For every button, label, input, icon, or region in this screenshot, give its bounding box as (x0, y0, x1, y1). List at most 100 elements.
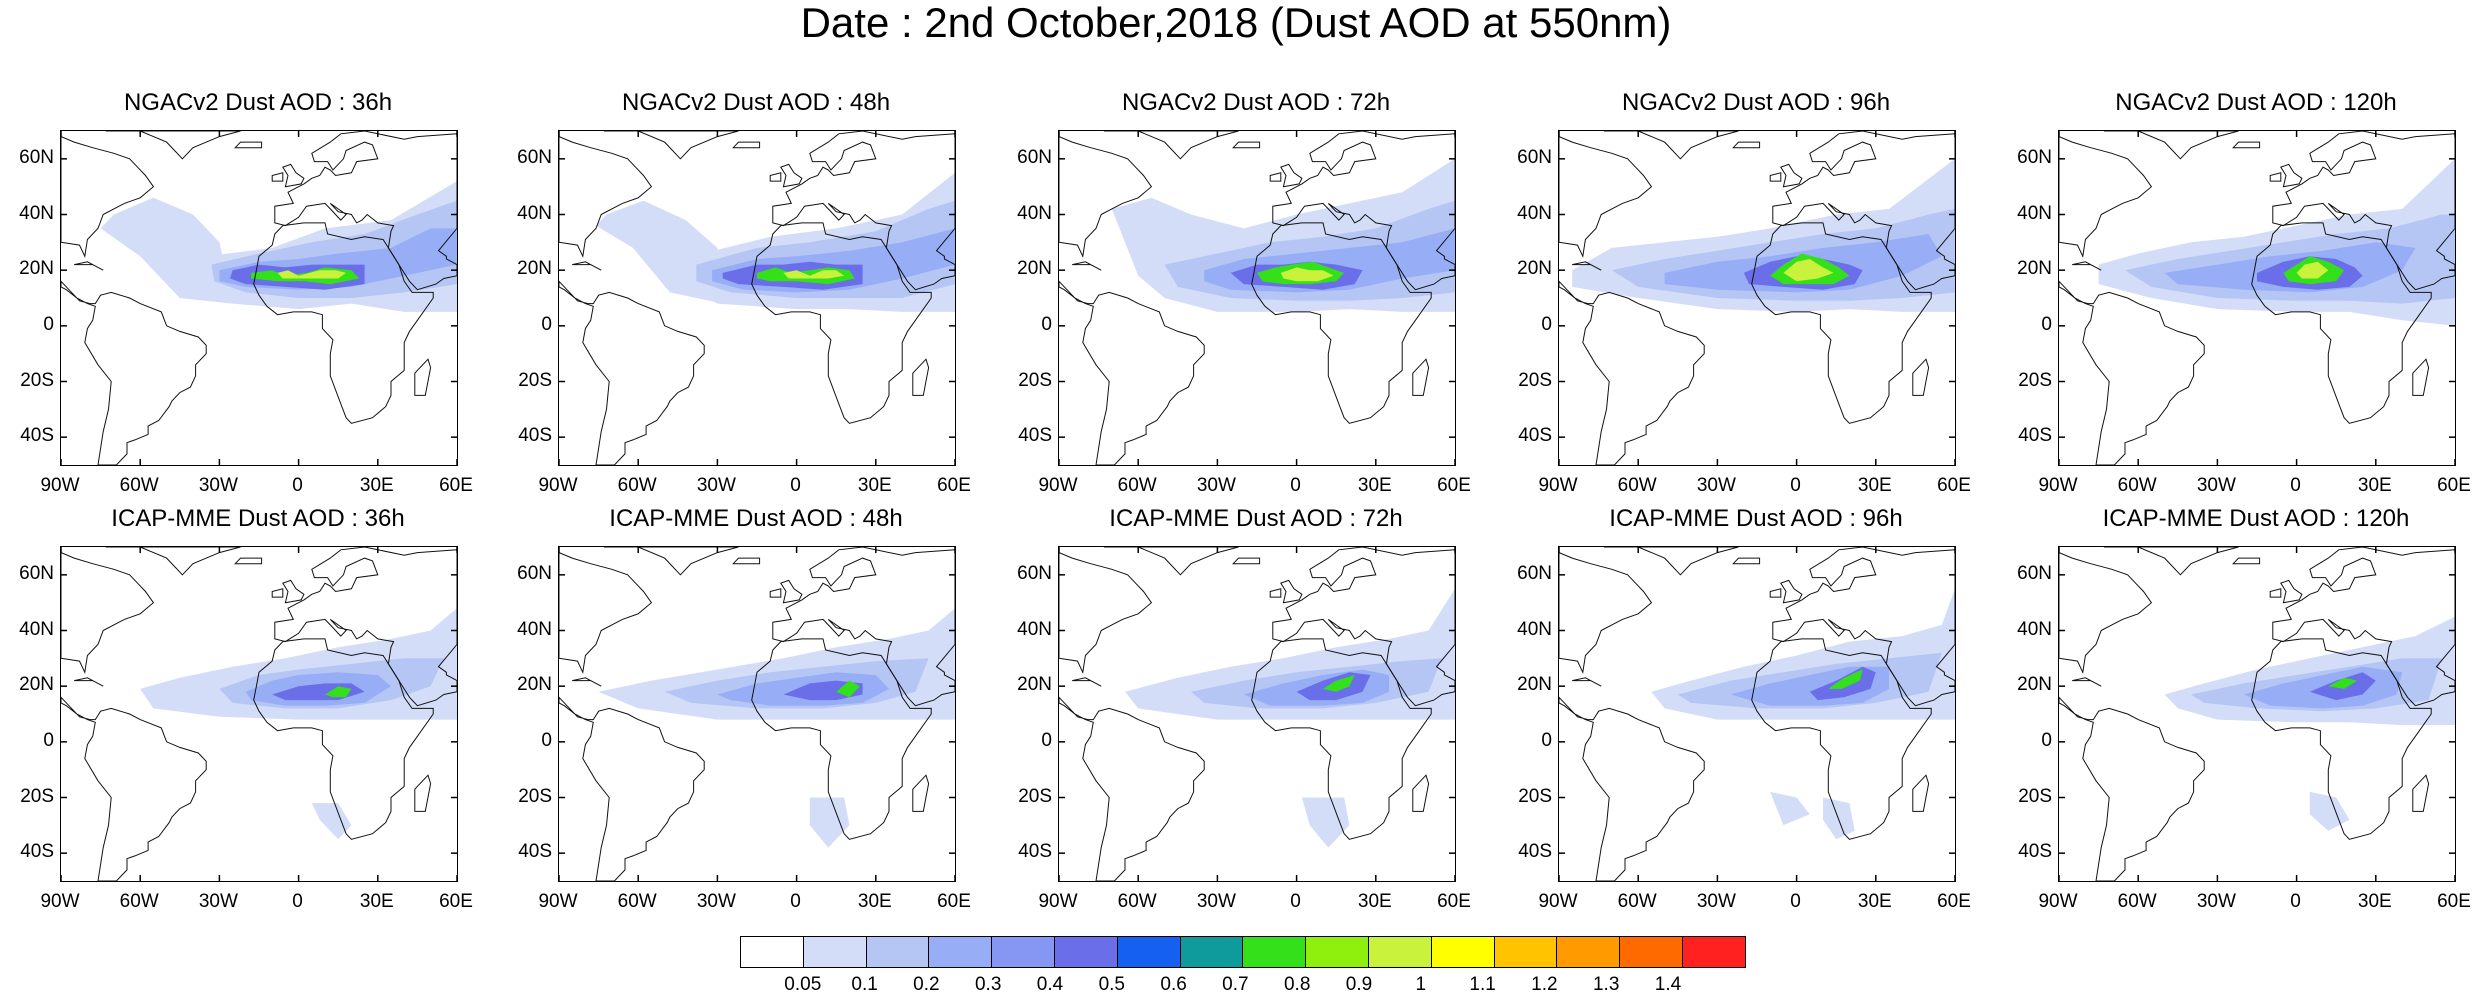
lon-tick-label: 60W (119, 475, 159, 496)
map-svg (1059, 547, 1455, 881)
lon-tick-label: 30E (1857, 475, 1892, 496)
colorbar-swatch (1619, 936, 1683, 968)
coastline (2059, 280, 2205, 465)
lon-tick-label: 0 (1790, 475, 1801, 496)
coastline (2232, 141, 2261, 149)
coastline (74, 677, 104, 687)
map-panel: NGACv2 Dust AOD : 120h (2058, 88, 2454, 464)
lat-tick-label: 20S (1518, 369, 1552, 391)
coastline (2280, 579, 2303, 604)
colorbar-swatch (1367, 936, 1432, 968)
dust-aod-contour (2309, 791, 2350, 831)
dust-aod-contour (100, 197, 233, 304)
panel-title: ICAP-MME Dust AOD : 72h (1109, 505, 1403, 532)
coastline (1912, 774, 1930, 812)
lon-tick-label: 60W (2117, 475, 2157, 496)
lat-tick-label: 0 (2041, 729, 2052, 751)
lat-tick-label: 40S (20, 841, 54, 863)
coastline (1732, 141, 1761, 149)
lon-tick-label: 60W (1117, 475, 1157, 496)
lon-tick-label: 90W (538, 891, 578, 912)
lon-tick-label: 30E (2357, 475, 2392, 496)
panel-title: NGACv2 Dust AOD : 36h (123, 89, 393, 116)
colorbar-swatch (1430, 936, 1495, 968)
coastline (1232, 557, 1261, 565)
panel-title: NGACv2 Dust AOD : 72h (1121, 89, 1391, 116)
colorbar-swatch (1493, 936, 1558, 968)
map-plot-area (1558, 546, 1956, 882)
coastline (1559, 136, 1653, 258)
lon-tick-label: 30W (2196, 475, 2236, 496)
lon-tick-label: 30W (198, 891, 238, 912)
map-svg (61, 547, 457, 881)
coastline (2103, 547, 2239, 576)
coastline (559, 552, 653, 674)
map-plot-area (60, 546, 458, 882)
coastline (414, 774, 432, 812)
coastline (2251, 222, 2432, 424)
lat-tick-label: 0 (1041, 313, 1052, 335)
dust-aod-contour (1301, 797, 1350, 848)
map-panel: NGACv2 Dust AOD : 48h (558, 88, 954, 464)
map-svg (559, 131, 955, 465)
lon-tick-label: 90W (2038, 891, 2078, 912)
coastline (1269, 588, 1282, 598)
coastline (603, 547, 739, 576)
lon-tick-label: 90W (1038, 891, 1078, 912)
lon-tick-label: 30W (1196, 475, 1236, 496)
coastline (105, 547, 241, 576)
coastline (61, 696, 207, 881)
coastline (1732, 557, 1761, 565)
coastline (1059, 280, 1205, 465)
map-svg (1559, 131, 1955, 465)
lon-tick-label: 60E (1937, 475, 1971, 496)
lat-tick-label: 60N (1017, 562, 1052, 584)
lon-tick-label: 0 (2290, 475, 2301, 496)
lat-tick-label: 40S (518, 841, 552, 863)
lat-tick-label: 60N (1017, 146, 1052, 168)
lon-tick-label: 30E (857, 475, 892, 496)
coastline (1072, 677, 1102, 687)
coastline (1272, 131, 1455, 291)
lat-tick-label: 20S (1018, 369, 1052, 391)
panel-title: ICAP-MME Dust AOD : 36h (111, 505, 405, 532)
lat-tick-label: 40S (2018, 841, 2052, 863)
coastline (1603, 131, 1739, 160)
map-svg (1059, 131, 1455, 465)
coastline (2412, 774, 2430, 812)
colorbar-swatch (865, 936, 930, 968)
panel-title: NGACv2 Dust AOD : 96h (1621, 89, 1891, 116)
map-plot-area (2058, 546, 2456, 882)
coastline (1751, 222, 1932, 424)
lat-tick-label: 60N (19, 146, 54, 168)
colorbar-swatch (1556, 936, 1621, 968)
lat-tick-label: 20S (2018, 369, 2052, 391)
lat-tick-label: 20N (1517, 258, 1552, 280)
lon-tick-label: 0 (790, 891, 801, 912)
coastline (732, 557, 761, 565)
lon-tick-label: 60W (119, 891, 159, 912)
lat-tick-label: 0 (1541, 313, 1552, 335)
lon-tick-label: 60E (2437, 891, 2471, 912)
colorbar-swatch (928, 936, 993, 968)
coastline (1272, 547, 1455, 707)
lon-tick-label: 60E (2437, 475, 2471, 496)
panel-title: ICAP-MME Dust AOD : 48h (609, 505, 903, 532)
lon-tick-label: 60E (937, 891, 971, 912)
coastline (2280, 163, 2303, 188)
coastline (572, 261, 602, 271)
coastline (769, 172, 782, 182)
dust-aod-contour (311, 803, 352, 840)
lat-tick-label: 40N (1017, 202, 1052, 224)
lon-tick-label: 60W (2117, 891, 2157, 912)
coastline (1103, 547, 1239, 576)
lat-tick-label: 40S (518, 425, 552, 447)
lat-tick-label: 60N (19, 562, 54, 584)
coastline (2232, 557, 2261, 565)
coastline (769, 588, 782, 598)
coastline (2412, 358, 2430, 396)
coastline (732, 141, 761, 149)
lat-tick-label: 20N (19, 258, 54, 280)
lat-tick-label: 20S (1018, 785, 1052, 807)
lon-tick-label: 0 (1290, 475, 1301, 496)
